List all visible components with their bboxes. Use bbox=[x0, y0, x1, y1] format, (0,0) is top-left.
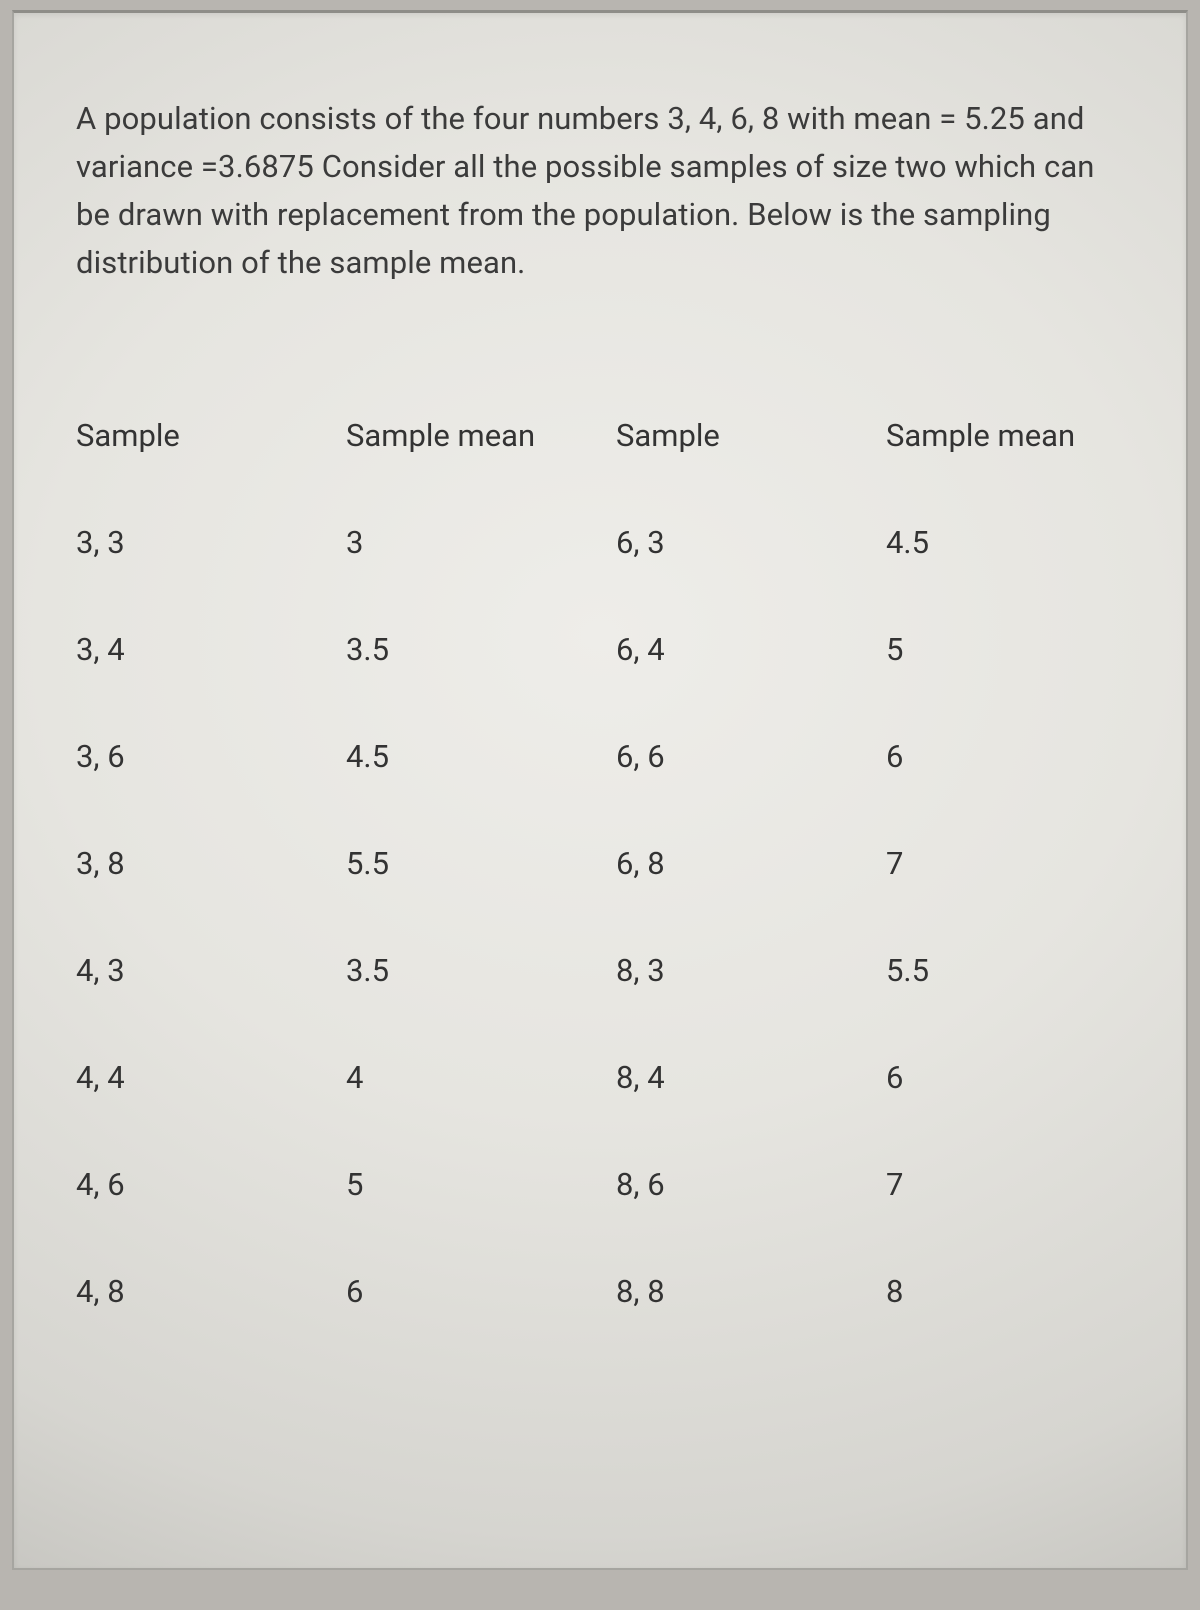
problem-statement: A population consists of the four number… bbox=[76, 95, 1130, 287]
table-cell: 3.5 bbox=[346, 952, 616, 989]
table-cell: 5 bbox=[886, 631, 1126, 668]
table-cell: 8, 8 bbox=[616, 1273, 886, 1310]
table-cell: 4, 3 bbox=[76, 952, 346, 989]
table-cell: 7 bbox=[886, 1166, 1126, 1203]
table-cell: 3.5 bbox=[346, 631, 616, 668]
col-header: Sample bbox=[76, 417, 346, 454]
table-cell: 3 bbox=[346, 524, 616, 561]
table-cell: 6, 8 bbox=[616, 845, 886, 882]
table-cell: 3, 4 bbox=[76, 631, 346, 668]
table-cell: 6 bbox=[886, 1059, 1126, 1096]
table-cell: 3, 3 bbox=[76, 524, 346, 561]
table-cell: 4.5 bbox=[346, 738, 616, 775]
worksheet-page: A population consists of the four number… bbox=[12, 10, 1188, 1570]
col-header: Sample bbox=[616, 417, 886, 454]
sample-mean-table: Sample Sample mean Sample Sample mean 3,… bbox=[76, 417, 1130, 1310]
table-cell: 3, 8 bbox=[76, 845, 346, 882]
table-cell: 4.5 bbox=[886, 524, 1126, 561]
table-cell: 4, 4 bbox=[76, 1059, 346, 1096]
table-cell: 3, 6 bbox=[76, 738, 346, 775]
table-cell: 6, 4 bbox=[616, 631, 886, 668]
table-cell: 5.5 bbox=[886, 952, 1126, 989]
table-cell: 8, 3 bbox=[616, 952, 886, 989]
table-cell: 6, 3 bbox=[616, 524, 886, 561]
table-cell: 5 bbox=[346, 1166, 616, 1203]
table-cell: 8, 6 bbox=[616, 1166, 886, 1203]
table-cell: 6 bbox=[346, 1273, 616, 1310]
table-cell: 7 bbox=[886, 845, 1126, 882]
table-cell: 8, 4 bbox=[616, 1059, 886, 1096]
col-header: Sample mean bbox=[886, 417, 1126, 454]
table-cell: 6 bbox=[886, 738, 1126, 775]
table-cell: 4 bbox=[346, 1059, 616, 1096]
table-cell: 6, 6 bbox=[616, 738, 886, 775]
table-cell: 5.5 bbox=[346, 845, 616, 882]
table-cell: 4, 6 bbox=[76, 1166, 346, 1203]
table-cell: 4, 8 bbox=[76, 1273, 346, 1310]
col-header: Sample mean bbox=[346, 417, 616, 454]
table-cell: 8 bbox=[886, 1273, 1126, 1310]
